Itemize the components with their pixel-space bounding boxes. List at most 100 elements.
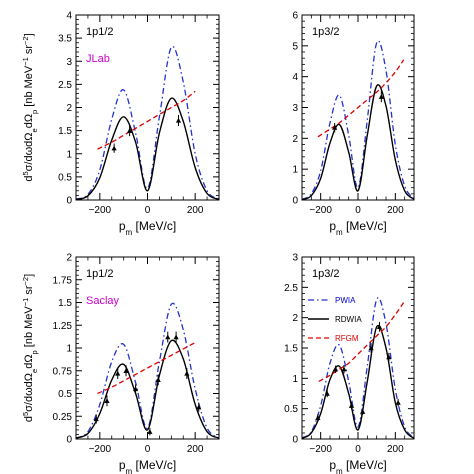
data-point — [127, 128, 133, 133]
y-tick-label: 0.5 — [58, 389, 72, 400]
pwia-curve — [76, 45, 219, 200]
y-tick-label: 3.5 — [58, 34, 72, 45]
panel-label: 1p1/2 — [86, 26, 114, 38]
data-point — [348, 403, 355, 408]
x-tick-label: 200 — [187, 205, 204, 216]
panel-label: 1p3/2 — [312, 26, 340, 38]
data-point — [378, 94, 384, 99]
rfgm-curve — [97, 90, 196, 150]
x-axis-label: pm [MeV/c] — [329, 219, 386, 237]
data-point — [93, 416, 99, 422]
panel-2: 0 1 2 3 4 5 6 −200 0 200 1p3/2 pm [MeV/c] — [292, 11, 415, 237]
y-tick-label: 1.5 — [284, 344, 298, 355]
x-tick-label: −200 — [89, 205, 112, 216]
y-tick-label: 2 — [292, 134, 298, 145]
panel-1: 0 0.5 1 1.5 2 2.5 3 3.5 4 −200 0 200 1p1/2 JLab pm [Me… — [21, 11, 220, 237]
x-tick-label: −200 — [309, 444, 332, 455]
y-tick-label: 2 — [292, 313, 298, 324]
y-tick-label: 1.5 — [58, 126, 72, 137]
curves — [76, 45, 219, 200]
pwia-curve — [76, 302, 219, 439]
lab-label: JLab — [86, 53, 110, 65]
curves — [302, 297, 414, 439]
data-point — [196, 404, 202, 410]
data-point — [123, 368, 129, 373]
panel-label: 1p3/2 — [312, 268, 340, 280]
rdwia-curve — [76, 339, 219, 439]
rdwia-curve — [302, 324, 414, 439]
data-point — [132, 386, 139, 392]
plot-frame — [75, 14, 220, 201]
y-tick-label: 1.25 — [53, 321, 73, 332]
y-tick-label: 1 — [66, 344, 72, 355]
data-point — [184, 370, 190, 376]
panel-label: 1p1/2 — [86, 268, 114, 280]
x-tick-label: 0 — [355, 444, 361, 455]
x-tick-label: 200 — [387, 205, 404, 216]
y-tick-label: 2.5 — [284, 283, 298, 294]
legend-rfgm-label: RFGM — [335, 334, 359, 343]
y-tick-label: 2 — [66, 253, 72, 264]
y-tick-label: 4 — [292, 72, 298, 83]
data-point — [360, 409, 366, 414]
panel-3: 0 0.25 0.5 0.75 1 1.25 1.5 1.75 2 −200 0 200 1p1/2 Sa… — [21, 253, 220, 474]
data-point — [332, 124, 338, 130]
y-axis-label: d5σ/dωdΩedΩp [nb MeV−1 sr−2] — [21, 33, 39, 181]
y-tick-label: 0.5 — [58, 172, 72, 183]
rfgm-curve — [318, 302, 405, 382]
y-tick-label: 2 — [66, 103, 72, 114]
x-axis-label: pm [MeV/c] — [119, 219, 176, 237]
x-tick-label: 200 — [187, 444, 204, 455]
y-tick-label: 0.25 — [53, 412, 73, 423]
x-tick-label: −200 — [309, 205, 332, 216]
x-tick-label: 0 — [355, 205, 361, 216]
data-point — [104, 398, 110, 403]
curves — [76, 302, 219, 439]
y-tick-label: 2.5 — [58, 80, 72, 91]
legend-pwia-label: PWIA — [335, 296, 356, 305]
data-point — [341, 366, 347, 372]
y-tick-label: 1.75 — [53, 275, 73, 286]
y-tick-label: 3 — [66, 57, 72, 68]
y-tick-label: 3 — [292, 103, 298, 114]
data-point — [147, 429, 153, 434]
x-axis-label: pm [MeV/c] — [119, 458, 176, 474]
rfgm-curve — [97, 341, 196, 395]
data-point — [386, 354, 392, 360]
y-tick-label: 1 — [66, 149, 72, 160]
legend: PWIA RDWIA RFGM — [308, 296, 362, 343]
x-tick-label: 0 — [145, 444, 151, 455]
x-tick-label: −200 — [89, 444, 112, 455]
y-tick-label: 5 — [292, 41, 298, 52]
y-tick-label: 0 — [66, 196, 72, 207]
panel-4: 0 0.5 1 1.5 2 2.5 3 −200 0 200 1p3/2 pm [MeV/c] PWIA… — [284, 253, 415, 474]
data-point — [111, 145, 117, 151]
lab-label: Saclay — [86, 295, 120, 307]
y-tick-label: 0 — [66, 435, 72, 446]
data-point — [324, 390, 330, 396]
data-point — [173, 334, 179, 340]
x-tick-label: 0 — [145, 205, 151, 216]
data-point — [165, 334, 171, 340]
y-tick-label: 1 — [292, 165, 298, 176]
y-tick-label: 1.5 — [58, 298, 72, 309]
legend-rdwia-label: RDWIA — [335, 315, 362, 324]
curves — [302, 40, 414, 200]
data-point — [376, 324, 383, 329]
data-point — [155, 377, 161, 383]
y-tick-label: 0 — [292, 435, 298, 446]
y-axis-label: d5σ/dωdΩedΩp [nb MeV−1 sr−2] — [21, 274, 39, 422]
y-tick-label: 4 — [66, 11, 72, 22]
rdwia-curve — [302, 84, 414, 200]
y-tick-label: 6 — [292, 11, 298, 22]
x-axis-label: pm [MeV/c] — [329, 458, 386, 474]
y-tick-label: 0.75 — [53, 366, 73, 377]
rfgm-curve — [317, 59, 405, 138]
data-point — [395, 400, 401, 405]
rdwia-curve — [76, 97, 219, 200]
y-tick-label: 1 — [292, 374, 298, 385]
y-tick-label: 0 — [292, 196, 298, 207]
data-point — [115, 370, 121, 376]
data-point — [175, 117, 182, 123]
